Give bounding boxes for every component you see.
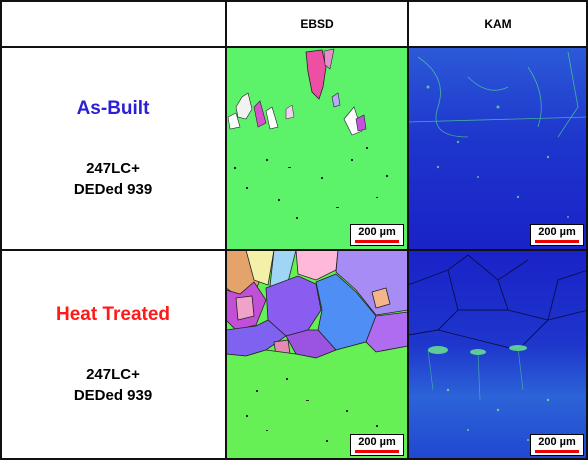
- condition-label: As-Built: [76, 97, 150, 119]
- grid-line: [0, 458, 588, 460]
- corner-cell: [0, 0, 226, 47]
- grid-line: [0, 249, 588, 251]
- row-label-heat-treated: Heat Treated 247LC+ DEDed 939: [0, 250, 226, 460]
- scale-bar-line: [535, 240, 579, 243]
- scale-bar: 200 µm: [350, 224, 404, 246]
- scale-bar-label: 200 µm: [358, 226, 396, 238]
- material-line-2: DEDed 939: [73, 180, 153, 198]
- condition-label: Heat Treated: [55, 304, 171, 325]
- header-ebsd: EBSD: [300, 16, 334, 31]
- scale-bar: 200 µm: [530, 224, 584, 246]
- ebsd-map-as-built: 200 µm: [226, 47, 408, 250]
- scale-bar-line: [355, 450, 399, 453]
- ebsd-map-heat-treated: 200 µm: [226, 250, 408, 460]
- grid-line: [0, 0, 588, 2]
- grid-line: [225, 0, 227, 460]
- grid-line: [586, 0, 588, 460]
- material-line-2: DEDed 939: [73, 387, 153, 404]
- scale-bar-line: [355, 240, 399, 243]
- scale-bar-label: 200 µm: [358, 436, 396, 448]
- row-label-as-built: As-Built 247LC+ DEDed 939: [0, 47, 226, 250]
- kam-map-heat-treated: 200 µm: [408, 250, 588, 460]
- scale-bar: 200 µm: [350, 434, 404, 456]
- grid-line: [407, 0, 409, 460]
- header-kam: KAM: [484, 16, 512, 31]
- grid-line: [0, 0, 2, 460]
- scale-bar: 200 µm: [530, 434, 584, 456]
- grid-line: [0, 46, 588, 48]
- kam-map-as-built: 200 µm: [408, 47, 588, 250]
- scale-bar-label: 200 µm: [538, 226, 576, 238]
- material-line-1: 247LC+: [86, 366, 140, 383]
- scale-bar-line: [535, 450, 579, 453]
- scale-bar-label: 200 µm: [538, 436, 576, 448]
- material-line-1: 247LC+: [86, 159, 140, 177]
